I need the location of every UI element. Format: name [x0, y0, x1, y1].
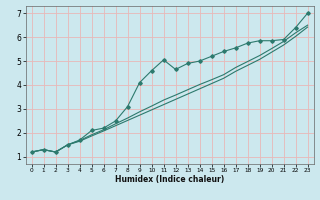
X-axis label: Humidex (Indice chaleur): Humidex (Indice chaleur): [115, 175, 224, 184]
